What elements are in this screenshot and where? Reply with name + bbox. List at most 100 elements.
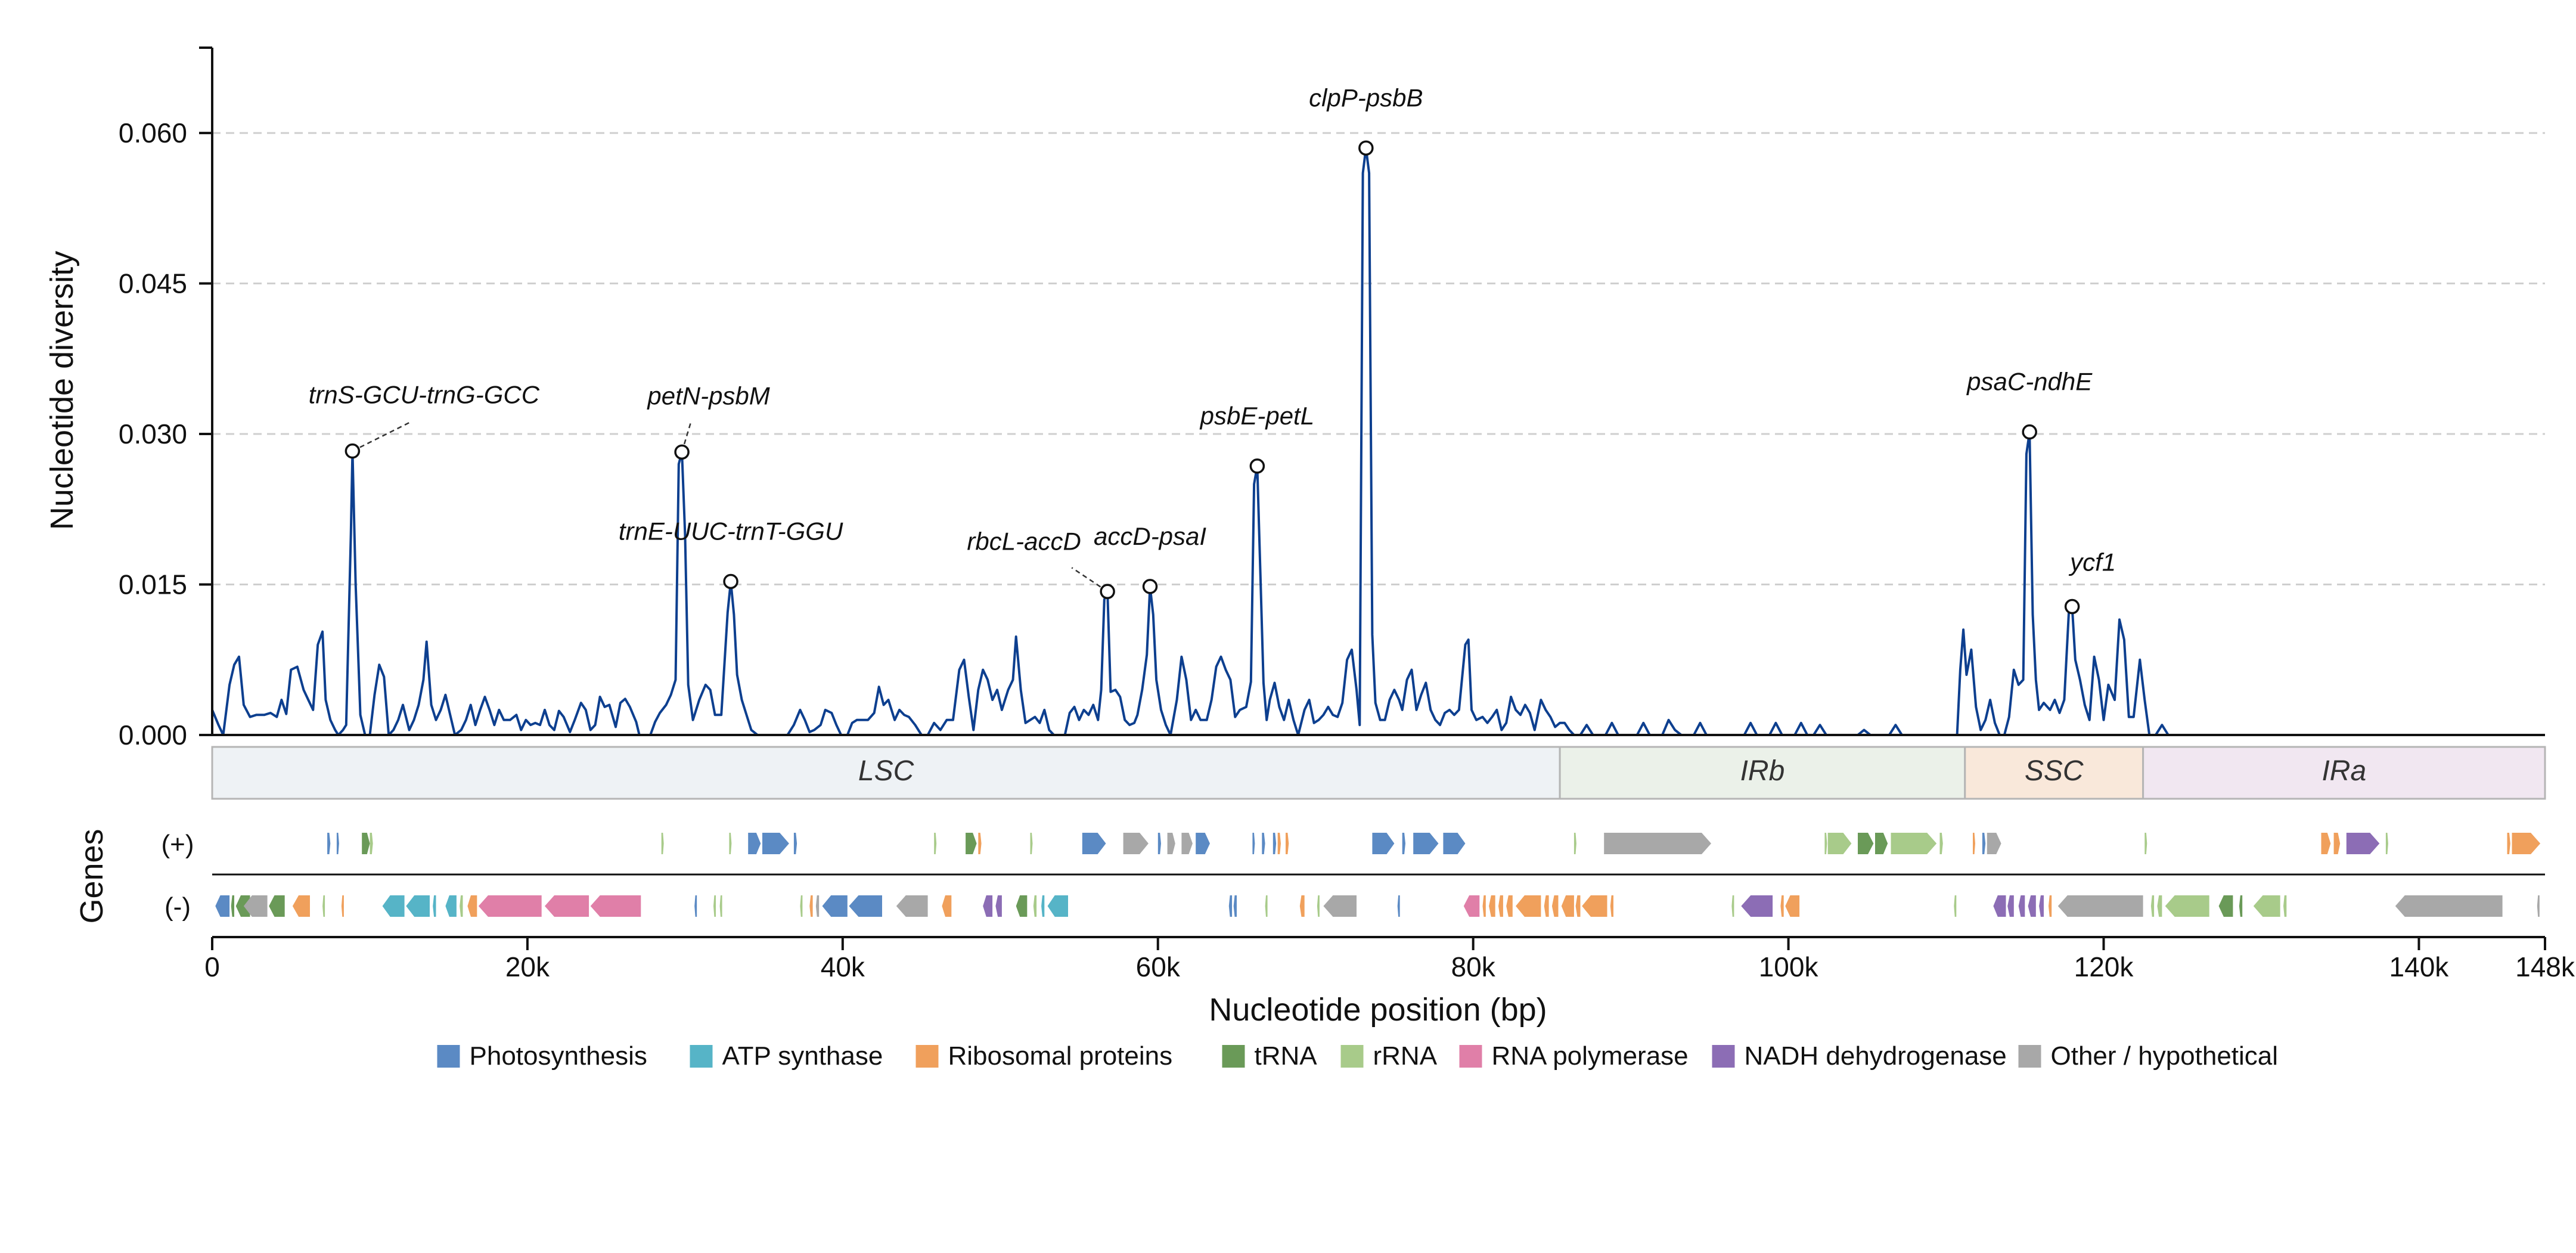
gene-minus-strand bbox=[2028, 895, 2036, 917]
gene-plus-strand bbox=[1082, 833, 1106, 854]
diversity-line bbox=[211, 147, 2545, 736]
gene-plus-strand bbox=[661, 833, 664, 854]
gene-plus-strand bbox=[1123, 833, 1149, 854]
peak-label: petN-psbM bbox=[646, 382, 769, 410]
gene-minus-strand bbox=[2537, 895, 2540, 917]
gene-plus-strand bbox=[2385, 833, 2388, 854]
x-tick-label: 40k bbox=[821, 951, 865, 982]
gene-plus-strand bbox=[1573, 833, 1576, 854]
gene-plus-strand bbox=[1973, 833, 1975, 854]
y-tick-label: 0.000 bbox=[119, 719, 187, 750]
gene-plus-strand bbox=[2507, 833, 2510, 854]
x-tick-label: 140k bbox=[2389, 951, 2450, 982]
y-tick-label: 0.015 bbox=[119, 569, 187, 600]
gene-minus-strand bbox=[2150, 895, 2155, 917]
legend-swatch bbox=[1340, 1045, 1364, 1068]
legend-label: rRNA bbox=[1373, 1041, 1438, 1071]
y-tick-label: 0.045 bbox=[119, 268, 187, 299]
legend-swatch bbox=[915, 1045, 939, 1068]
x-tick-label: 0 bbox=[204, 951, 220, 982]
region-block bbox=[211, 746, 1561, 800]
gene-minus-strand bbox=[1954, 895, 1957, 917]
x-tick-label: 148k bbox=[2515, 951, 2575, 982]
gene-minus-strand bbox=[590, 895, 641, 917]
gene-minus-strand bbox=[2049, 895, 2052, 917]
gene-minus-strand bbox=[1506, 895, 1513, 917]
gene-minus-strand bbox=[545, 895, 589, 917]
gene-minus-strand bbox=[433, 895, 436, 917]
peak-label: trnE-UUC-trnT-GGU bbox=[619, 517, 843, 545]
y-tick-label: 0.030 bbox=[119, 418, 187, 449]
gene-minus-strand bbox=[1544, 895, 1549, 917]
gene-minus-strand bbox=[1041, 895, 1045, 917]
gene-minus-strand bbox=[445, 895, 457, 917]
gene-plus-strand bbox=[1402, 833, 1405, 854]
gene-minus-strand bbox=[1780, 895, 1784, 917]
gene-plus-strand bbox=[1858, 833, 1874, 854]
gene-minus-strand bbox=[243, 895, 268, 917]
peak-label: psaC-ndhE bbox=[1966, 368, 2093, 396]
peak-marker bbox=[1249, 458, 1265, 474]
gene-plus-strand bbox=[1372, 833, 1395, 854]
legend: Photosynthesis ATP synthase Ribosomal prot… bbox=[437, 1041, 2278, 1071]
x-tick-label: 100k bbox=[1759, 951, 1819, 982]
gene-minus-strand bbox=[822, 895, 848, 917]
peak-leader-line bbox=[1071, 567, 1108, 593]
legend-label: tRNA bbox=[1255, 1041, 1318, 1071]
gene-plus-strand bbox=[1824, 833, 1827, 854]
legend-label: RNA polymerase bbox=[1492, 1041, 1689, 1071]
gene-plus-strand bbox=[327, 833, 331, 854]
y-gridlines bbox=[212, 132, 2545, 586]
gene-minus-strand bbox=[1741, 895, 1773, 917]
gene-minus-strand bbox=[1516, 895, 1541, 917]
gene-minus-strand bbox=[1317, 895, 1320, 917]
y-tick-label: 0.060 bbox=[119, 117, 187, 148]
gene-minus-strand bbox=[1463, 895, 1480, 917]
genome-region-bar: LSC IRb SSC IRa bbox=[211, 746, 2546, 800]
region-label: SSC bbox=[2025, 755, 2084, 787]
legend-swatch bbox=[1222, 1045, 1245, 1068]
gene-minus-strand bbox=[460, 895, 463, 917]
peak-label: ycf1 bbox=[2068, 548, 2116, 576]
gene-plus-strand bbox=[1891, 833, 1937, 854]
legend-swatch bbox=[2018, 1045, 2041, 1068]
gene-plus-strand bbox=[336, 833, 339, 854]
gene-minus-strand bbox=[467, 895, 477, 917]
gene-minus-strand bbox=[1047, 895, 1068, 917]
gene-plus-strand bbox=[966, 833, 977, 854]
gene-plus-strand bbox=[2321, 833, 2331, 854]
gene-minus-strand bbox=[2007, 895, 2014, 917]
gene-minus-strand bbox=[215, 895, 230, 917]
peak-marker bbox=[1358, 140, 1374, 156]
gene-plus-strand bbox=[1827, 833, 1852, 854]
gene-minus-strand bbox=[849, 895, 882, 917]
region-block bbox=[1559, 746, 1966, 800]
gene-plus-strand bbox=[1252, 833, 1255, 854]
gene-minus-strand bbox=[1265, 895, 1268, 917]
gene-plus-strand bbox=[370, 833, 373, 854]
legend-label: NADH dehydrogenase bbox=[1745, 1041, 2007, 1071]
gene-plus-strand bbox=[2144, 833, 2147, 854]
gene-plus-strand bbox=[1875, 833, 1888, 854]
gene-minus-strand bbox=[235, 895, 250, 917]
gene-minus-strand bbox=[1785, 895, 1800, 917]
gene-minus-strand bbox=[2039, 895, 2044, 917]
gene-minus-strand bbox=[322, 895, 325, 917]
gene-plus-strand bbox=[1604, 833, 1711, 854]
gene-minus-strand bbox=[1551, 895, 1559, 917]
gene-minus-strand bbox=[815, 895, 820, 917]
ticks: 0.000 0.015 0.030 0.045 0.060 0 20k 40k 60k 80k 10… bbox=[119, 117, 2575, 982]
gene-minus-strand bbox=[382, 895, 405, 917]
gene-plus-strand bbox=[1987, 833, 2001, 854]
gene-plus-strand bbox=[748, 833, 761, 854]
legend-swatch bbox=[690, 1045, 713, 1068]
gene-minus-strand bbox=[983, 895, 993, 917]
gene-minus-strand bbox=[896, 895, 928, 917]
peak-leader-line bbox=[681, 421, 692, 452]
peak-marker bbox=[1100, 584, 1115, 600]
gene-plus-strand bbox=[1277, 833, 1281, 854]
gene-minus-strand bbox=[2018, 895, 2025, 917]
peak-leader-line bbox=[352, 420, 412, 452]
gene-plus-strand bbox=[2346, 833, 2380, 854]
